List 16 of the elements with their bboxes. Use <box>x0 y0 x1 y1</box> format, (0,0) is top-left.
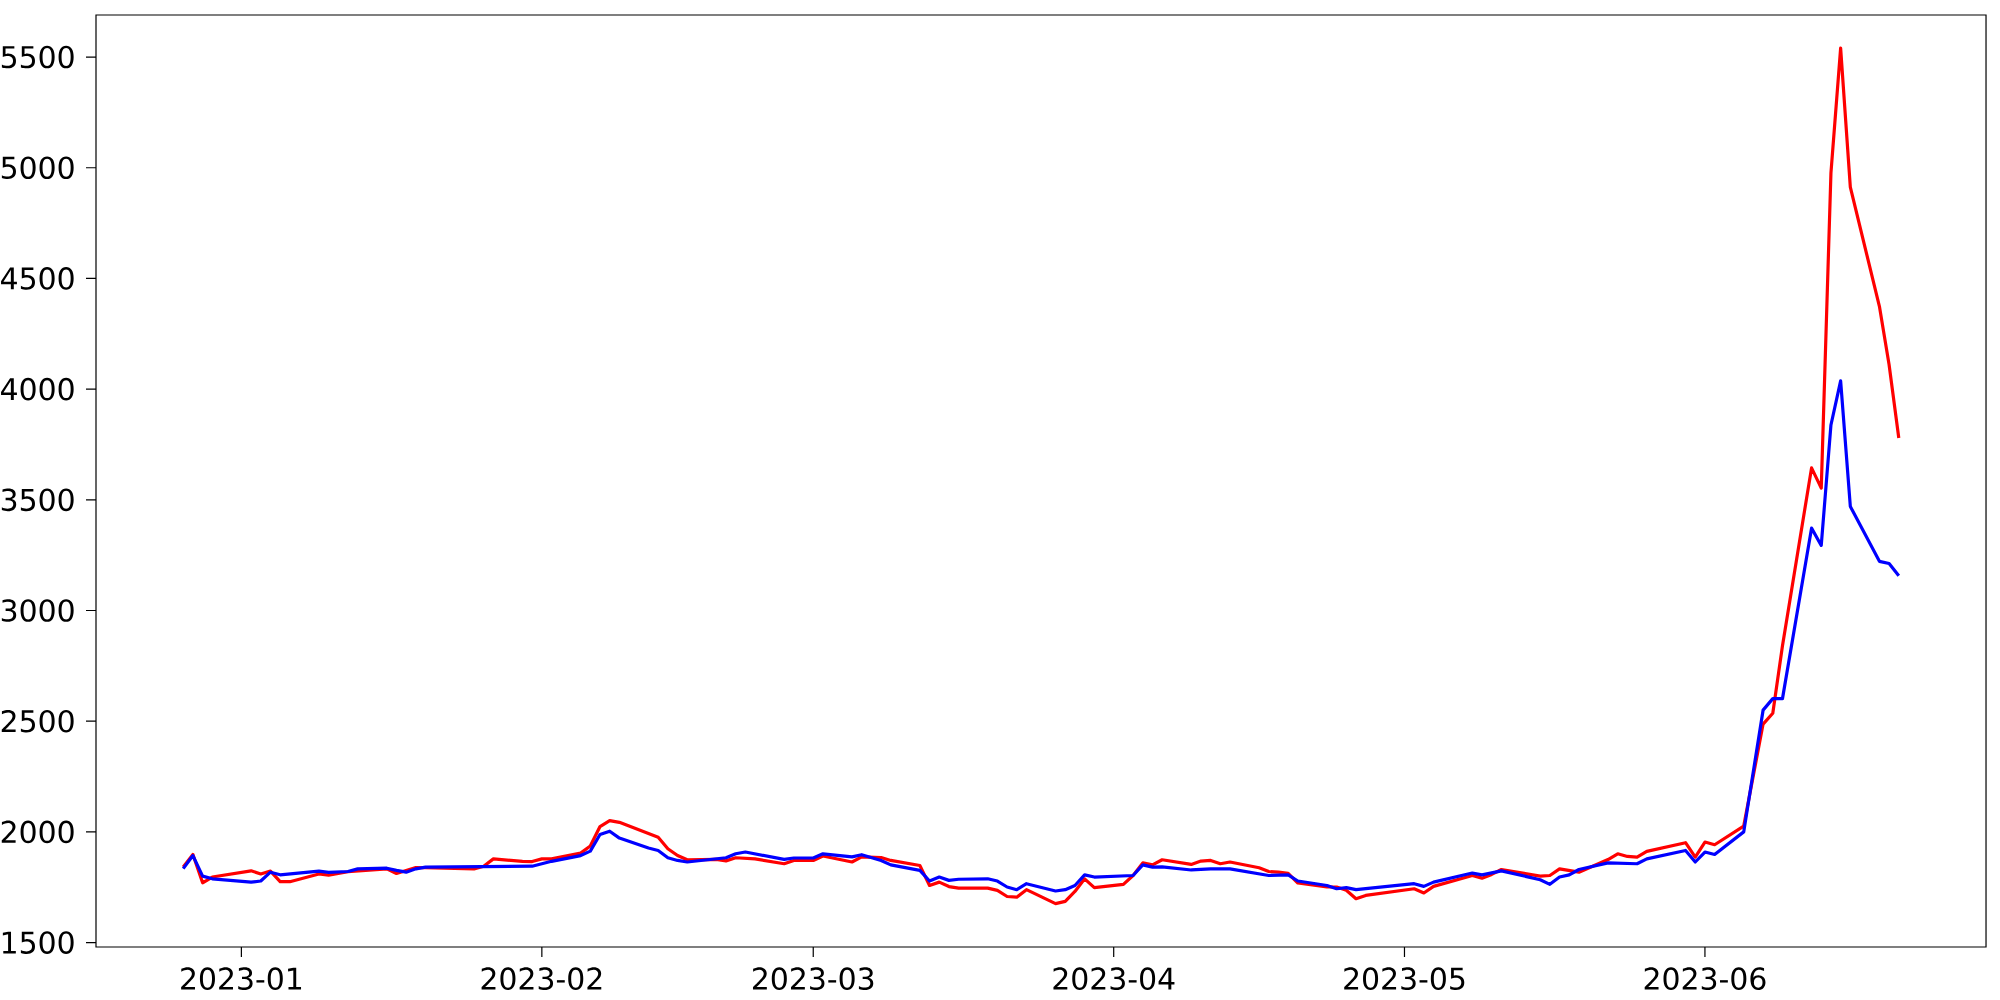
y-tick-label: 5000 <box>1 156 74 180</box>
line-series <box>181 379 1901 893</box>
y-tick-label: 4500 <box>1 267 74 290</box>
y-tick-label: 3500 <box>1 488 74 512</box>
x-tick-label: 2023-02 <box>481 967 602 990</box>
x-tick-label: 2023-03 <box>752 967 874 990</box>
x-tick-label: 2023-06 <box>1644 967 1766 990</box>
x-tick-label: 2023-01 <box>181 967 302 990</box>
y-tick-label: 5500 <box>1 45 74 69</box>
y-tick-label: 1500 <box>2 931 74 954</box>
x-tick-label: 2023-04 <box>1053 967 1175 990</box>
y-tick-label: 4000 <box>1 377 74 401</box>
x-tick-label: 2023-05 <box>1344 967 1465 990</box>
y-tick-label: 2500 <box>1 709 74 733</box>
y-tick-label: 3000 <box>1 599 74 622</box>
y-tick-label: 2000 <box>1 820 74 844</box>
